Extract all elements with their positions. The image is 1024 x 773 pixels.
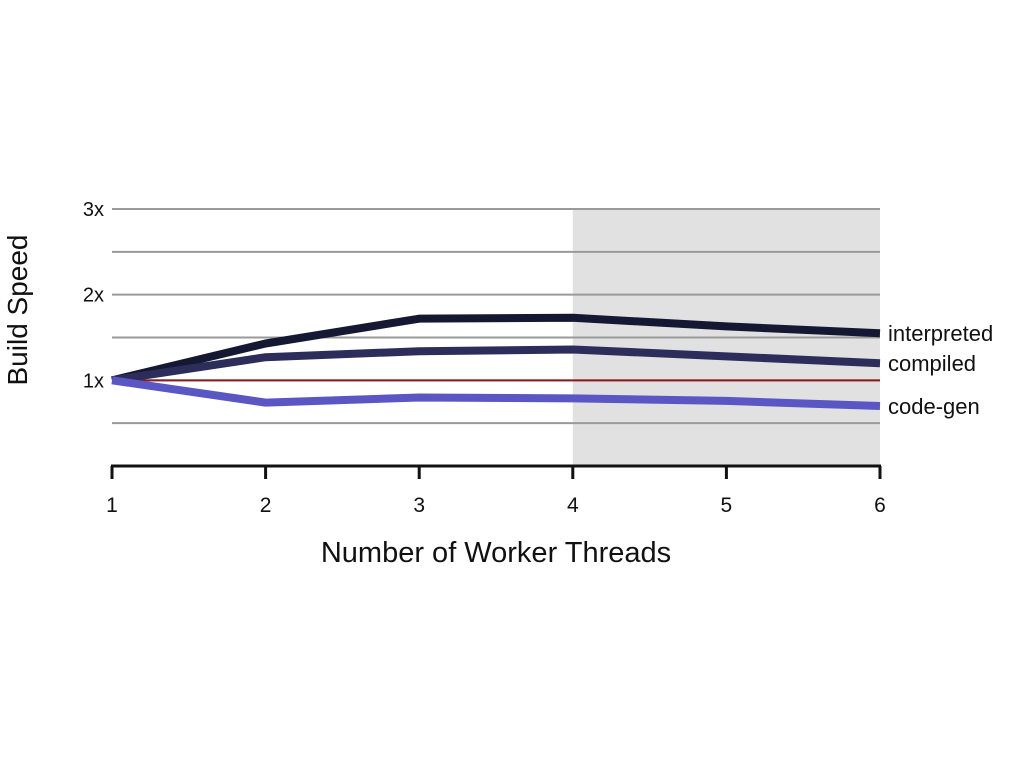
x-tick-label: 2 bbox=[260, 494, 272, 517]
x-tick-label: 3 bbox=[413, 494, 425, 517]
x-tick-label: 5 bbox=[721, 494, 733, 517]
series-label-interpreted: interpreted bbox=[888, 321, 993, 346]
x-axis-label: Number of Worker Threads bbox=[321, 537, 671, 569]
series-line-interpreted bbox=[111, 313, 881, 385]
x-tick-label: 1 bbox=[106, 494, 118, 517]
x-tick-label: 6 bbox=[874, 494, 886, 517]
series-label-code-gen: code-gen bbox=[888, 394, 980, 419]
series-label-compiled: compiled bbox=[888, 351, 976, 376]
x-tick-label: 4 bbox=[567, 494, 579, 517]
series-line-compiled bbox=[111, 345, 881, 385]
y-tick-label: 2x bbox=[83, 285, 104, 307]
y-tick-label: 1x bbox=[83, 370, 104, 392]
series-line-code-gen bbox=[111, 376, 881, 411]
y-axis-label: Build Speed bbox=[2, 234, 33, 385]
y-tick-label: 3x bbox=[83, 199, 104, 221]
